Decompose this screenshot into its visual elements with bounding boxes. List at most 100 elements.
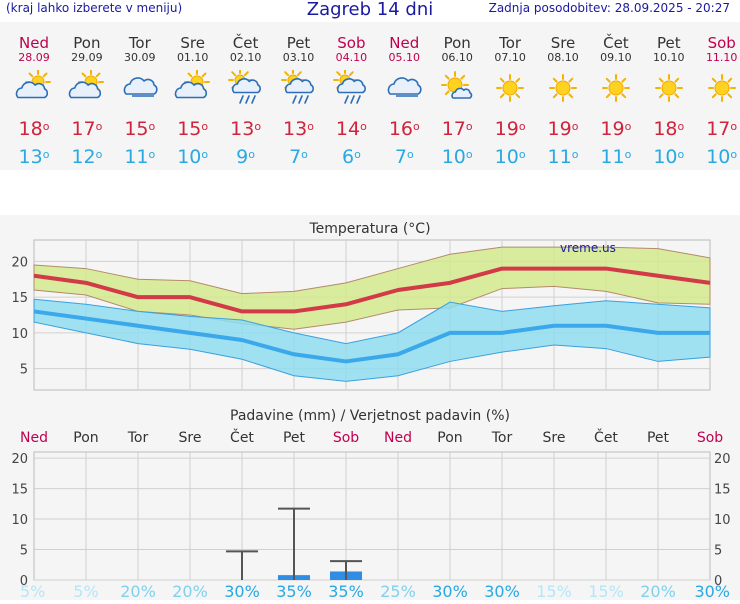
- min-temp-line-point: [605, 325, 607, 327]
- temp-min: 11o: [537, 146, 589, 168]
- sun-small-cloud-icon: [441, 71, 473, 99]
- y-tick-label-right: 0: [714, 574, 722, 589]
- min-temp-line-point: [85, 318, 87, 320]
- min-temp-line-point: [137, 325, 139, 327]
- temp-min-value: 7: [289, 146, 302, 168]
- day-column: Pon 06.10 17o 10o: [431, 22, 483, 168]
- degree-symbol: o: [571, 120, 579, 133]
- temp-min-value: 11: [547, 146, 572, 168]
- day-date: 04.10: [335, 51, 368, 64]
- x-category-label: Ned: [384, 430, 412, 446]
- temp-max: 13o: [273, 118, 325, 140]
- x-category-label: Sre: [543, 430, 566, 446]
- max-temp-line-point: [241, 310, 243, 312]
- day-name: Čet: [232, 34, 259, 52]
- temp-max: 18o: [8, 118, 60, 140]
- day-date: 28.09: [18, 51, 50, 64]
- day-date: 08.10: [547, 51, 579, 64]
- y-tick-label-left: 10: [11, 513, 28, 528]
- degree-symbol: o: [624, 120, 632, 133]
- precip-probability-label: 20%: [640, 582, 676, 600]
- precip-probability-label: 5%: [20, 582, 45, 600]
- day-date: 03.10: [282, 51, 315, 64]
- page-title: Zagreb 14 dni: [306, 0, 434, 20]
- x-category-label: Pet: [647, 430, 670, 446]
- precip-probability-label: 35%: [328, 582, 364, 600]
- temp-max: 17o: [431, 118, 483, 140]
- min-temp-line-point: [189, 332, 191, 334]
- day-column: Pet 10.10 18o 10o: [643, 22, 695, 168]
- degree-symbol: o: [148, 120, 156, 133]
- temp-max-value: 13: [283, 118, 308, 140]
- min-temp-range-band: [33, 298, 711, 382]
- x-category-label: Pet: [283, 430, 306, 446]
- x-category-label: Ned: [20, 430, 48, 446]
- degree-symbol: o: [42, 148, 50, 161]
- x-category-label: Pon: [73, 430, 98, 446]
- day-column: Sre 01.10 15o 10o: [167, 22, 219, 168]
- x-category-label: Sre: [179, 430, 202, 446]
- temp-min: 13o: [8, 146, 60, 168]
- temperature-chart: 5 10 15 20 Temperatura (°C) vreme.us: [0, 215, 740, 400]
- day-date: 01.10: [176, 51, 209, 64]
- temp-max: 16o: [378, 118, 430, 140]
- temp-max-value: 18: [653, 118, 678, 140]
- day-date: 06.10: [441, 51, 473, 64]
- y-tick-label-left: 5: [20, 544, 28, 559]
- min-temp-line-point: [241, 339, 243, 341]
- temp-min-value: 10: [706, 146, 731, 168]
- weather-icon-slot: [8, 68, 60, 108]
- min-temp-line: [33, 309, 710, 364]
- degree-symbol: o: [730, 120, 738, 133]
- day-date: 29.09: [71, 51, 103, 64]
- cloud-icon: [387, 77, 422, 97]
- weather-icon-slot: [643, 68, 695, 108]
- precip-probability-label: 15%: [588, 582, 624, 600]
- max-temp-line-point: [397, 289, 399, 291]
- degree-symbol: o: [307, 120, 314, 133]
- y-tick-label: 20: [11, 255, 28, 270]
- temp-max: 14o: [325, 118, 377, 140]
- max-temp-line-point: [605, 268, 607, 270]
- temp-min: 11o: [114, 146, 166, 168]
- temp-min-value: 11: [124, 146, 149, 168]
- temp-max-value: 17: [706, 118, 731, 140]
- precip-probability-label: 30%: [432, 582, 468, 600]
- day-column: Sre 08.10 19o 11o: [537, 22, 589, 168]
- location-hint[interactable]: (kraj lahko izberete v meniju): [6, 1, 183, 15]
- degree-symbol: o: [677, 148, 685, 161]
- temp-min-value: 10: [177, 146, 202, 168]
- weather-icon-slot: [273, 68, 325, 108]
- temp-max-value: 14: [335, 118, 361, 140]
- header-bar: (kraj lahko izberete v meniju) Zagreb 14…: [0, 0, 740, 22]
- max-temp-line-point: [501, 268, 503, 270]
- temp-max-value: 19: [547, 118, 572, 140]
- temp-max: 15o: [167, 118, 219, 140]
- weather-icon-slot: [537, 68, 589, 108]
- min-temp-line-point: [397, 353, 399, 355]
- max-temp-line-point: [137, 296, 139, 298]
- temp-min-value: 13: [18, 146, 43, 168]
- temp-min-value: 6: [341, 146, 355, 168]
- min-temp-line-point: [657, 332, 659, 334]
- max-temp-line-point: [293, 310, 295, 312]
- temp-max-value: 15: [177, 118, 202, 140]
- temp-max: 17o: [696, 118, 740, 140]
- day-name: Sob: [337, 34, 366, 52]
- day-name: Sob: [707, 34, 736, 52]
- weather-icon-slot: [696, 68, 740, 108]
- day-column: Pon 29.09 17o 12o: [61, 22, 113, 168]
- sun-rain-cloud-icon: [280, 70, 314, 104]
- day-name: Pon: [443, 34, 471, 52]
- degree-symbol: o: [201, 120, 209, 133]
- day-name: Ned: [19, 34, 49, 52]
- day-date: 30.09: [124, 51, 156, 64]
- degree-symbol: o: [518, 148, 526, 161]
- degree-symbol: o: [42, 120, 50, 133]
- temp-max: 19o: [590, 118, 642, 140]
- x-category-label: Pon: [437, 430, 462, 446]
- weather-icon-slot: [325, 68, 377, 108]
- min-temp-line-point: [293, 353, 295, 355]
- temp-min: 10o: [167, 146, 219, 168]
- temp-max-value: 15: [124, 118, 149, 140]
